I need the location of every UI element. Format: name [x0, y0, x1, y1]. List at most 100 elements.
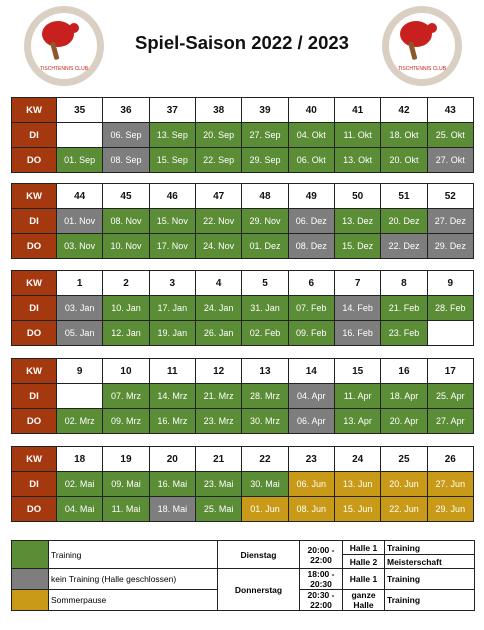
thursday-date: 23. Mrz — [194, 408, 243, 434]
legend-swatch-pause — [11, 589, 49, 611]
tuesday-date — [55, 383, 104, 409]
legend-activity: Meisterschaft — [384, 554, 475, 569]
week-number: 43 — [426, 97, 475, 123]
week-number: 50 — [333, 183, 382, 209]
thursday-date: 03. Nov — [55, 233, 104, 259]
tuesday-date: 27. Sep — [241, 122, 289, 148]
thursday-date: 25. Mai — [194, 496, 243, 522]
tuesday-date: 04. Apr — [287, 383, 335, 409]
thursday-date: 02. Mrz — [55, 408, 104, 434]
schedule-row-do: DO 05. Jan 12. Jan 19. Jan 26. Jan 02. Feb 09.… — [11, 320, 475, 346]
thursday-date: 11. Mai — [102, 496, 150, 522]
row-label-do: DO — [11, 233, 57, 259]
tuesday-date: 02. Mai — [55, 471, 104, 497]
week-number: 18 — [55, 446, 104, 472]
row-label-do: DO — [11, 496, 57, 522]
thursday-date: 22. Dez — [380, 233, 428, 259]
week-number: 21 — [194, 446, 243, 472]
schedule-block: KW 44 45 46 47 48 49 50 51 52 DI 01. Nov 08. Nov 15. … — [11, 183, 475, 259]
tuesday-date: 25. Okt — [426, 122, 475, 148]
tuesday-date: 29. Nov — [241, 208, 289, 234]
tuesday-date — [55, 122, 104, 148]
legend-time: 20:30 - 22:00 — [299, 589, 343, 611]
week-number: 23 — [287, 446, 335, 472]
thursday-date — [426, 320, 475, 346]
week-number: 46 — [148, 183, 196, 209]
schedule-row-di: DI 07. Mrz 14. Mrz 21. Mrz 28. Mrz 04. Apr 11.… — [11, 383, 475, 409]
page-title: Spiel-Saison 2022 / 2023 — [135, 32, 349, 53]
tuesday-date: 20. Sep — [194, 122, 243, 148]
week-number: 16 — [380, 358, 428, 384]
legend-time: 18:00 - 20:30 — [299, 568, 343, 590]
thursday-date: 15. Dez — [333, 233, 382, 259]
schedule-row-kw: KW 18 19 20 21 22 23 24 25 26 — [11, 446, 475, 472]
week-number: 9 — [426, 270, 475, 296]
week-number: 20 — [148, 446, 196, 472]
week-number: 2 — [102, 270, 150, 296]
tuesday-date: 10. Jan — [102, 295, 150, 321]
thursday-date: 10. Nov — [102, 233, 150, 259]
schedule-row-di: DI 03. Jan 10. Jan 17. Jan 24. Jan 31. Jan 07.… — [11, 295, 475, 321]
tuesday-date: 08. Nov — [102, 208, 150, 234]
week-number: 22 — [241, 446, 289, 472]
schedule-row-kw: KW 9 10 11 12 13 14 15 16 17 — [11, 358, 475, 384]
tuesday-date: 14. Feb — [333, 295, 382, 321]
week-number: 10 — [102, 358, 150, 384]
week-number: 45 — [102, 183, 150, 209]
thursday-date: 01. Sep — [55, 147, 104, 173]
tuesday-date: 07. Feb — [287, 295, 335, 321]
week-number: 3 — [148, 270, 196, 296]
row-label-kw: KW — [11, 270, 57, 296]
thursday-date: 29. Sep — [241, 147, 289, 173]
schedule-row-kw: KW 35 36 37 38 39 40 41 42 43 — [11, 97, 475, 123]
thursday-date: 17. Nov — [148, 233, 196, 259]
week-number: 17 — [426, 358, 475, 384]
schedule-row-do: DO 03. Nov 10. Nov 17. Nov 24. Nov 01. Dez 08.… — [11, 233, 475, 259]
week-number: 14 — [287, 358, 335, 384]
club-logo-right: TISCHTENNIS CLUB — [382, 6, 462, 86]
tuesday-date: 30. Mai — [241, 471, 289, 497]
legend-pause-label: Sommerpause — [48, 589, 218, 611]
schedule-row-do: DO 02. Mrz 09. Mrz 16. Mrz 23. Mrz 30. Mrz 06.… — [11, 408, 475, 434]
tuesday-date: 06. Jun — [287, 471, 335, 497]
thursday-date: 20. Okt — [380, 147, 428, 173]
thursday-date: 27. Apr — [426, 408, 475, 434]
tuesday-date: 28. Feb — [426, 295, 475, 321]
thursday-date: 26. Jan — [194, 320, 243, 346]
week-number: 25 — [380, 446, 428, 472]
week-number: 8 — [380, 270, 428, 296]
tuesday-date: 01. Nov — [55, 208, 104, 234]
row-label-kw: KW — [11, 446, 57, 472]
row-label-di: DI — [11, 208, 57, 234]
thursday-date: 06. Okt — [287, 147, 335, 173]
thursday-date: 08. Sep — [102, 147, 150, 173]
legend-training-label: Training — [48, 540, 218, 569]
thursday-date: 23. Feb — [380, 320, 428, 346]
week-number: 26 — [426, 446, 475, 472]
week-number: 44 — [55, 183, 104, 209]
schedule-row-di: DI 01. Nov 08. Nov 15. Nov 22. Nov 29. Nov 06.… — [11, 208, 475, 234]
legend-hall: Halle 2 — [342, 554, 385, 569]
legend-tuesday: Dienstag — [217, 540, 300, 569]
legend-thursday: Donnerstag — [217, 568, 300, 611]
thursday-date: 29. Jun — [426, 496, 475, 522]
svg-text:TISCHTENNIS CLUB: TISCHTENNIS CLUB — [40, 66, 89, 72]
week-number: 13 — [241, 358, 289, 384]
tuesday-date: 04. Okt — [287, 122, 335, 148]
tuesday-date: 16. Mai — [148, 471, 196, 497]
legend-swatch-training — [11, 540, 49, 569]
tuesday-date: 17. Jan — [148, 295, 196, 321]
tuesday-date: 21. Mrz — [194, 383, 243, 409]
thursday-date: 16. Mrz — [148, 408, 196, 434]
tuesday-date: 25. Apr — [426, 383, 475, 409]
week-number: 11 — [148, 358, 196, 384]
week-number: 41 — [333, 97, 382, 123]
week-number: 36 — [102, 97, 150, 123]
tuesday-date: 24. Jan — [194, 295, 243, 321]
svg-text:TISCHTENNIS CLUB: TISCHTENNIS CLUB — [398, 66, 447, 72]
week-number: 49 — [287, 183, 335, 209]
legend-activity: Training — [384, 540, 475, 555]
thursday-date: 01. Dez — [241, 233, 289, 259]
schedule-row-kw: KW 44 45 46 47 48 49 50 51 52 — [11, 183, 475, 209]
tuesday-date: 28. Mrz — [241, 383, 289, 409]
